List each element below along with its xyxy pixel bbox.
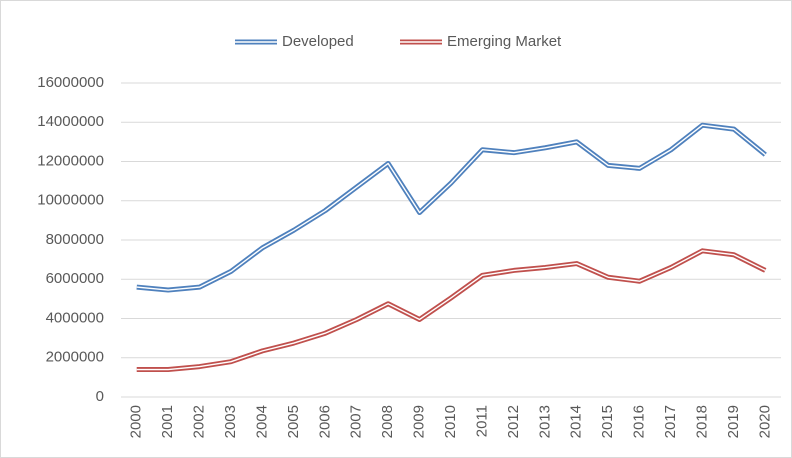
y-tick-label: 0: [96, 388, 104, 405]
x-tick-label: 2003: [222, 405, 239, 438]
x-tick-label: 2011: [473, 405, 490, 437]
legend-label: Developed: [282, 33, 354, 50]
y-tick-label: 2000000: [46, 349, 104, 366]
x-tick-label: 2001: [159, 405, 176, 438]
x-tick-label: 2006: [316, 405, 333, 438]
y-tick-label: 12000000: [37, 152, 104, 169]
x-tick-label: 2020: [756, 405, 773, 438]
y-tick-label: 16000000: [37, 74, 104, 91]
x-tick-label: 2000: [128, 405, 145, 438]
x-tick-label: 2018: [693, 405, 710, 438]
series-line-inner: [136, 250, 766, 371]
x-tick-label: 2014: [568, 405, 585, 438]
x-tick-label: 2012: [505, 405, 522, 438]
x-tick-label: 2015: [599, 405, 616, 438]
x-tick-label: 2013: [536, 405, 553, 438]
x-tick-label: 2017: [662, 405, 679, 438]
y-tick-label: 8000000: [46, 231, 104, 248]
x-tick-label: 2016: [631, 405, 648, 438]
y-tick-label: 4000000: [46, 309, 104, 326]
y-tick-label: 10000000: [37, 192, 104, 209]
x-tick-label: 2002: [191, 405, 208, 438]
x-tick-label: 2009: [411, 405, 428, 438]
x-tick-label: 2004: [253, 405, 270, 438]
x-tick-label: 2010: [442, 405, 459, 438]
x-tick-label: 2019: [725, 405, 742, 438]
x-tick-label: 2008: [379, 405, 396, 438]
legend-label: Emerging Market: [447, 33, 562, 50]
x-tick-label: 2007: [348, 405, 365, 438]
series-line-inner: [136, 124, 766, 291]
y-tick-label: 14000000: [37, 113, 104, 130]
y-tick-label: 6000000: [46, 270, 104, 287]
x-tick-label: 2005: [285, 405, 302, 438]
